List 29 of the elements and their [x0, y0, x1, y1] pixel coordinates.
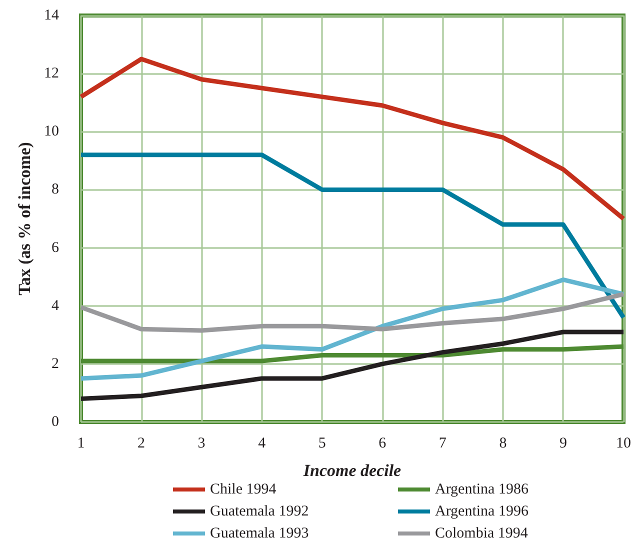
y-tick-label: 2 [52, 356, 59, 372]
legend-label: Argentina 1986 [435, 482, 529, 498]
y-tick-label: 4 [52, 298, 60, 314]
legend-label: Argentina 1996 [435, 504, 529, 520]
x-tick-label: 1 [77, 436, 85, 452]
line-series [78, 292, 626, 333]
legend-label: Guatemala 1992 [210, 504, 309, 520]
x-tick-label: 3 [198, 436, 206, 452]
y-tick-label: 8 [52, 182, 59, 198]
legend-label: Guatemala 1993 [210, 526, 309, 542]
y-tick-label: 14 [44, 8, 60, 24]
x-tick-label: 8 [499, 436, 507, 452]
x-tick-label: 5 [318, 436, 326, 452]
y-tick-label: 10 [44, 124, 59, 140]
x-tick-label: 2 [138, 436, 146, 452]
x-axis-title: Income decile [302, 461, 402, 480]
line-series [78, 56, 626, 221]
x-tick-label: 7 [438, 436, 447, 452]
legend-label: Colombia 1994 [435, 526, 528, 542]
y-tick-label: 6 [52, 240, 60, 256]
y-tick-label: 0 [52, 414, 59, 430]
x-tick-label: 4 [258, 436, 266, 452]
x-tick-label: 10 [616, 436, 631, 452]
y-axis-title: Tax (as % of income) [15, 142, 34, 296]
x-tick-label: 6 [378, 436, 387, 452]
y-tick-label: 12 [44, 66, 59, 82]
x-tick-label: 9 [559, 436, 567, 452]
line-series [78, 277, 626, 381]
legend-label: Chile 1994 [210, 482, 277, 498]
